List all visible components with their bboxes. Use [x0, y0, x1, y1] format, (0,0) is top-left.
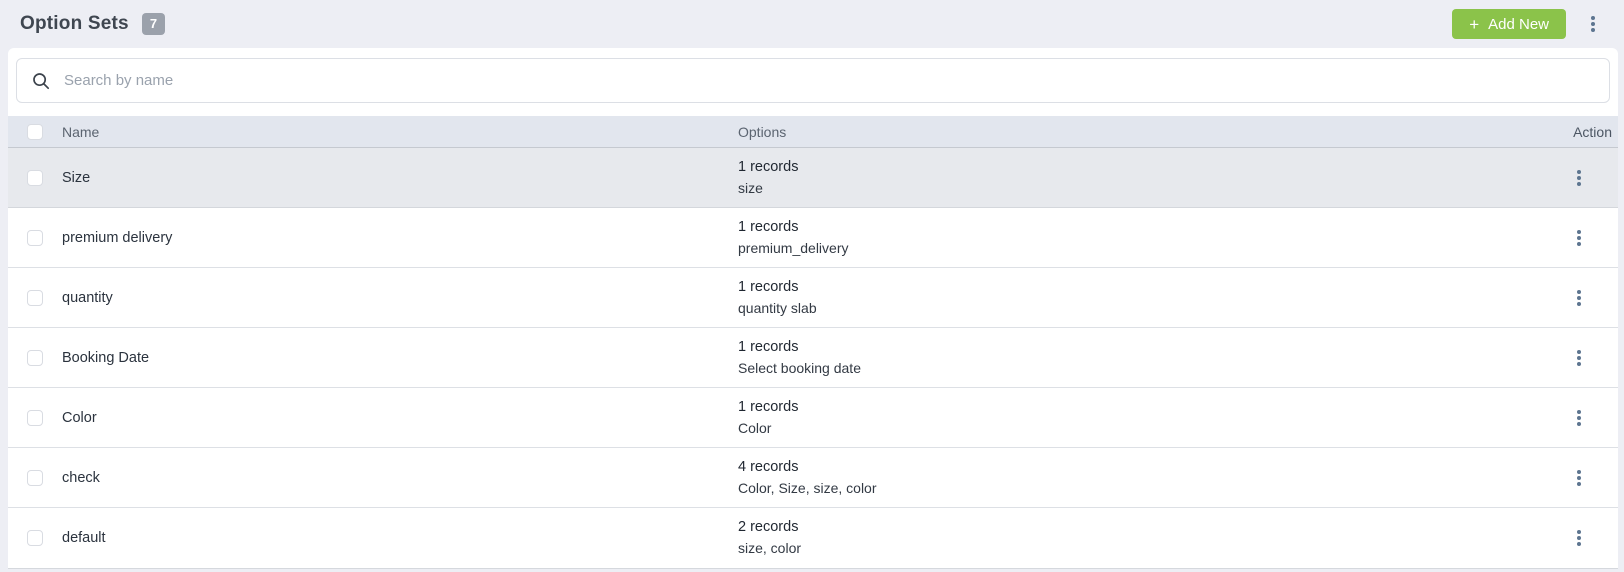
records-count: 1 records: [738, 278, 799, 295]
row-kebab-menu-button[interactable]: [1566, 465, 1592, 491]
row-kebab-menu-button[interactable]: [1566, 405, 1592, 431]
row-checkbox[interactable]: [27, 469, 43, 486]
row-action-cell: [1478, 405, 1618, 431]
kebab-icon: [1577, 175, 1581, 180]
header-kebab-menu-button[interactable]: [1580, 11, 1606, 37]
row-kebab-menu-button[interactable]: [1566, 225, 1592, 251]
add-new-button[interactable]: + Add New: [1452, 9, 1566, 39]
option-set-name: quantity: [62, 289, 113, 306]
row-action-cell: [1478, 345, 1618, 371]
kebab-icon: [1591, 22, 1595, 26]
table-body: Size 1 records size premium delivery 1 r…: [8, 148, 1618, 568]
option-sets-card: Name Options Action Size 1 records size …: [8, 48, 1618, 569]
column-header-name: Name: [62, 123, 100, 140]
table-header-row: Name Options Action: [8, 116, 1618, 148]
row-checkbox-cell: [8, 289, 62, 306]
column-header-options: Options: [738, 123, 787, 140]
search-input[interactable]: [64, 72, 1595, 89]
records-count: 1 records: [738, 218, 799, 235]
row-checkbox-cell: [8, 469, 62, 486]
row-action-cell: [1478, 165, 1618, 191]
row-checkbox[interactable]: [27, 289, 43, 306]
select-all-checkbox[interactable]: [27, 123, 43, 140]
row-checkbox[interactable]: [27, 530, 43, 546]
options-list: Select booking date: [738, 359, 861, 376]
row-action-cell: [1478, 465, 1618, 491]
options-list: size, color: [738, 540, 802, 556]
option-set-options-cell: 1 records Select booking date: [738, 337, 1478, 379]
column-header-action: Action: [1573, 123, 1612, 140]
row-kebab-menu-button[interactable]: [1566, 525, 1592, 551]
kebab-icon: [1577, 235, 1581, 240]
row-checkbox[interactable]: [27, 349, 43, 366]
row-checkbox-cell: [8, 349, 62, 366]
table-row[interactable]: Size 1 records size: [8, 148, 1618, 208]
records-count: 2 records: [738, 519, 799, 535]
options-list: Color, Size, size, color: [738, 479, 877, 496]
option-set-options-cell: 1 records quantity slab: [738, 277, 1478, 319]
kebab-icon: [1577, 415, 1581, 420]
row-checkbox-cell: [8, 229, 62, 246]
count-badge: 7: [141, 13, 166, 35]
option-set-options-cell: 1 records premium_delivery: [738, 217, 1478, 259]
records-count: 1 records: [738, 338, 799, 355]
kebab-icon: [1577, 355, 1581, 360]
search-icon: [33, 72, 50, 89]
table-row[interactable]: check 4 records Color, Size, size, color: [8, 448, 1618, 508]
top-bar: Option Sets 7 + Add New: [0, 0, 1624, 48]
table-row[interactable]: premium delivery 1 records premium_deliv…: [8, 208, 1618, 268]
option-set-name: premium delivery: [62, 229, 173, 246]
option-set-name: Size: [62, 169, 91, 186]
row-checkbox[interactable]: [27, 229, 43, 246]
row-kebab-menu-button[interactable]: [1566, 345, 1592, 371]
option-set-options-cell: 1 records size: [738, 157, 1478, 199]
options-list: size: [738, 179, 763, 196]
option-set-name: check: [62, 469, 100, 486]
row-kebab-menu-button[interactable]: [1566, 165, 1592, 191]
table-row[interactable]: default 2 records size, color: [8, 508, 1618, 568]
kebab-icon: [1577, 295, 1581, 300]
row-checkbox[interactable]: [27, 409, 43, 426]
option-set-options-cell: 4 records Color, Size, size, color: [738, 457, 1478, 499]
table-row[interactable]: Booking Date 1 records Select booking da…: [8, 328, 1618, 388]
plus-icon: +: [1469, 14, 1480, 34]
option-set-name: default: [62, 530, 106, 546]
row-action-cell: [1478, 285, 1618, 311]
row-checkbox-cell: [8, 169, 62, 186]
add-new-label: Add New: [1488, 15, 1549, 33]
row-checkbox-cell: [8, 530, 62, 546]
header-checkbox-cell: [8, 123, 62, 140]
kebab-icon: [1577, 475, 1581, 480]
options-list: premium_delivery: [738, 239, 849, 256]
row-checkbox[interactable]: [27, 169, 43, 186]
row-checkbox-cell: [8, 409, 62, 426]
option-set-name: Booking Date: [62, 349, 150, 366]
table-row[interactable]: quantity 1 records quantity slab: [8, 268, 1618, 328]
records-count: 1 records: [738, 158, 799, 175]
option-set-name: Color: [62, 409, 97, 426]
page-title: Option Sets: [20, 13, 129, 34]
options-list: quantity slab: [738, 299, 817, 316]
kebab-icon: [1577, 536, 1581, 540]
table-row[interactable]: Color 1 records Color: [8, 388, 1618, 448]
search-box[interactable]: [16, 58, 1610, 103]
records-count: 1 records: [738, 398, 799, 415]
records-count: 4 records: [738, 458, 799, 475]
row-kebab-menu-button[interactable]: [1566, 285, 1592, 311]
options-list: Color: [738, 419, 772, 436]
option-set-options-cell: 2 records size, color: [738, 517, 1478, 559]
row-action-cell: [1478, 225, 1618, 251]
row-action-cell: [1478, 525, 1618, 551]
search-area: [8, 48, 1618, 116]
option-set-options-cell: 1 records Color: [738, 397, 1478, 439]
